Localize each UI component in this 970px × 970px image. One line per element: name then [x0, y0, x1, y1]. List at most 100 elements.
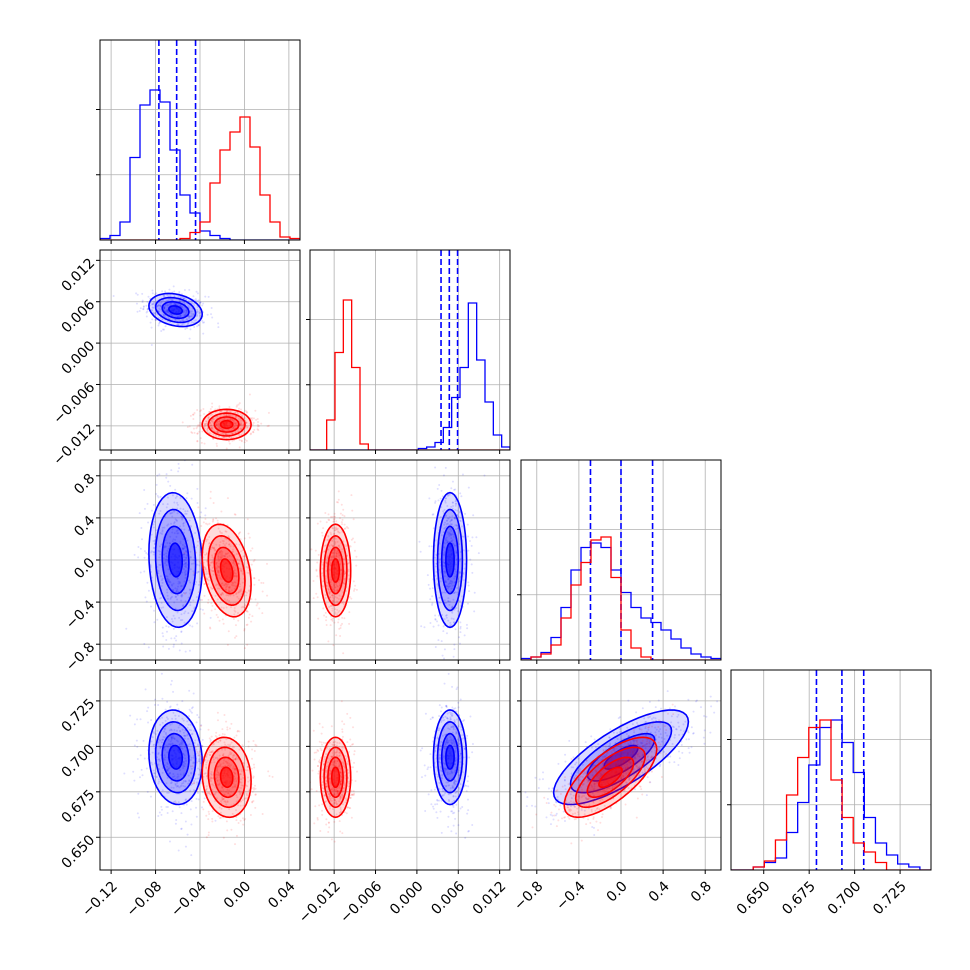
sample-point	[215, 731, 218, 734]
sample-point	[196, 440, 199, 443]
sample-point	[190, 497, 193, 500]
sample-point	[160, 741, 163, 744]
sample-point	[169, 705, 172, 708]
sample-point	[239, 791, 242, 794]
sample-point	[341, 548, 344, 551]
sample-point	[215, 517, 218, 520]
sample-point	[180, 828, 183, 831]
sample-point	[442, 570, 445, 573]
sample-point	[341, 514, 344, 517]
sample-point	[192, 313, 195, 316]
sample-point	[247, 740, 250, 743]
sample-point	[449, 520, 452, 523]
sample-point	[163, 546, 166, 549]
sample-point	[157, 778, 160, 781]
sample-point	[191, 431, 194, 434]
sample-point	[434, 614, 437, 617]
sample-point	[190, 776, 193, 779]
sample-point	[173, 302, 176, 305]
sample-point	[185, 591, 188, 594]
sample-point	[222, 789, 225, 792]
sample-point	[332, 552, 335, 555]
sample-point	[162, 294, 165, 297]
sample-point	[225, 790, 228, 793]
sample-point	[248, 393, 251, 396]
sample-point	[213, 761, 216, 764]
sample-point	[466, 812, 469, 815]
sample-point	[218, 543, 221, 546]
sample-point	[231, 745, 234, 748]
sample-point	[452, 805, 455, 808]
sample-point	[182, 604, 185, 607]
sample-point	[329, 531, 332, 534]
sample-point	[235, 574, 238, 577]
sample-point	[331, 555, 334, 558]
sample-point	[214, 756, 217, 759]
sample-point	[438, 715, 441, 718]
sample-point	[185, 557, 188, 560]
sample-point	[460, 495, 463, 498]
sample-point	[261, 612, 264, 615]
sample-point	[175, 535, 178, 538]
sample-point	[468, 540, 471, 543]
sample-point	[169, 596, 172, 599]
sample-point	[245, 610, 248, 613]
sample-point	[181, 593, 184, 596]
sample-point	[232, 584, 235, 587]
sample-point	[234, 415, 237, 418]
sample-point	[163, 730, 166, 733]
sample-point	[235, 558, 238, 561]
sample-point	[190, 314, 193, 317]
sample-point	[207, 598, 210, 601]
sample-point	[341, 523, 344, 526]
sample-point	[192, 427, 195, 430]
sample-point	[459, 621, 462, 624]
sample-point	[315, 569, 318, 572]
sample-point	[424, 810, 427, 813]
sample-point	[218, 420, 221, 423]
sample-point	[179, 773, 182, 776]
sample-point	[442, 561, 445, 564]
sample-point	[243, 647, 246, 650]
sample-point	[434, 574, 437, 577]
sample-point	[330, 544, 333, 547]
sample-point	[212, 573, 215, 576]
sample-point	[437, 639, 440, 642]
sample-point	[168, 706, 171, 709]
sample-point	[455, 499, 458, 502]
sample-point	[217, 555, 220, 558]
sample-point	[457, 578, 460, 581]
sample-point	[240, 784, 243, 787]
sample-point	[450, 505, 453, 508]
sample-point	[182, 782, 185, 785]
sample-point	[188, 425, 191, 428]
sample-point	[169, 302, 172, 305]
sample-point	[151, 318, 154, 321]
sample-point	[330, 579, 333, 582]
sample-point	[255, 744, 258, 747]
density-contour	[219, 419, 234, 430]
sample-point	[166, 580, 169, 583]
sample-point	[229, 794, 232, 797]
sample-point	[192, 573, 195, 576]
sample-point	[458, 572, 461, 575]
sample-point	[443, 572, 446, 575]
sample-point	[352, 766, 355, 769]
sample-point	[166, 765, 169, 768]
sample-point	[353, 541, 356, 544]
sample-point	[179, 542, 182, 545]
sample-point	[184, 512, 187, 515]
sample-point	[159, 745, 162, 748]
sample-point	[252, 775, 255, 778]
sample-point	[254, 787, 257, 790]
sample-point	[335, 528, 338, 531]
sample-point	[215, 567, 218, 570]
sample-point	[188, 649, 191, 652]
sample-point	[325, 569, 328, 572]
sample-point	[239, 787, 242, 790]
sample-point	[165, 564, 168, 567]
sample-point	[187, 315, 190, 318]
sample-point	[154, 311, 157, 314]
sample-point	[353, 549, 356, 552]
sample-point	[455, 502, 458, 505]
